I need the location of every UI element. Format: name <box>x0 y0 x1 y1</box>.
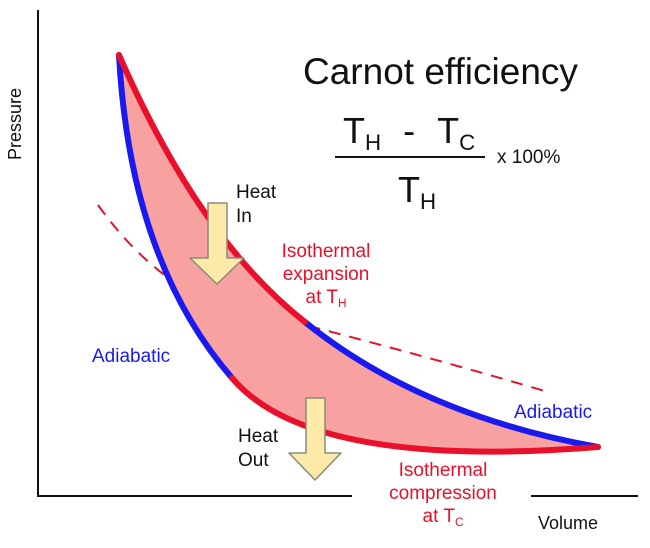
expansion-line3: at T <box>305 287 338 309</box>
temp-cold-symbol: T <box>437 110 460 151</box>
minus-sign: - <box>403 110 416 151</box>
expansion-subscript: H <box>337 297 347 311</box>
formula-numerator: TH - TC <box>343 110 475 154</box>
denominator-symbol: T <box>398 169 420 210</box>
formula-title: Carnot efficiency <box>303 51 578 92</box>
heat-in-arrow-icon <box>189 202 245 285</box>
adiabatic-left-label: Adiabatic <box>92 346 171 367</box>
formula-denominator: TH <box>398 169 436 213</box>
x-axis-label: Volume <box>538 513 599 533</box>
compression-line1: Isothermal <box>398 460 488 481</box>
adiabat-left <box>116 52 235 381</box>
heat-in-line1: Heat <box>236 182 277 203</box>
denominator-subscript: H <box>420 189 437 215</box>
cycle-region <box>119 55 598 452</box>
dashed-isotherm-extension <box>97 204 549 393</box>
compression-line2: compression <box>389 483 497 505</box>
compression-subscript: C <box>454 516 464 530</box>
expansion-line1: Isothermal <box>281 241 371 262</box>
heat-out-line2: Out <box>238 449 269 471</box>
formula-multiplier: x 100% <box>497 147 561 168</box>
adiabat-right <box>302 319 601 450</box>
expansion-line2: expansion <box>282 264 370 286</box>
heat-out-arrow-icon <box>288 397 342 481</box>
y-axis-label: Pressure <box>5 87 25 160</box>
isotherm-cold <box>229 375 601 455</box>
heat-in-line2: In <box>236 205 252 227</box>
isotherm-hot <box>116 52 308 325</box>
temp-cold-subscript: C <box>459 130 476 156</box>
adiabatic-right-label: Adiabatic <box>514 402 593 423</box>
temp-hot-subscript: H <box>365 130 382 156</box>
temp-hot-symbol: T <box>343 110 365 151</box>
heat-out-label: Heat Out <box>238 425 278 473</box>
heat-out-line1: Heat <box>238 426 279 447</box>
heat-in-label: Heat In <box>236 181 276 229</box>
isothermal-expansion-label: Isothermal expansion at TH <box>261 240 391 310</box>
isothermal-compression-label: Isothermal compression at TC <box>357 459 529 529</box>
compression-line3: at T <box>422 506 455 528</box>
